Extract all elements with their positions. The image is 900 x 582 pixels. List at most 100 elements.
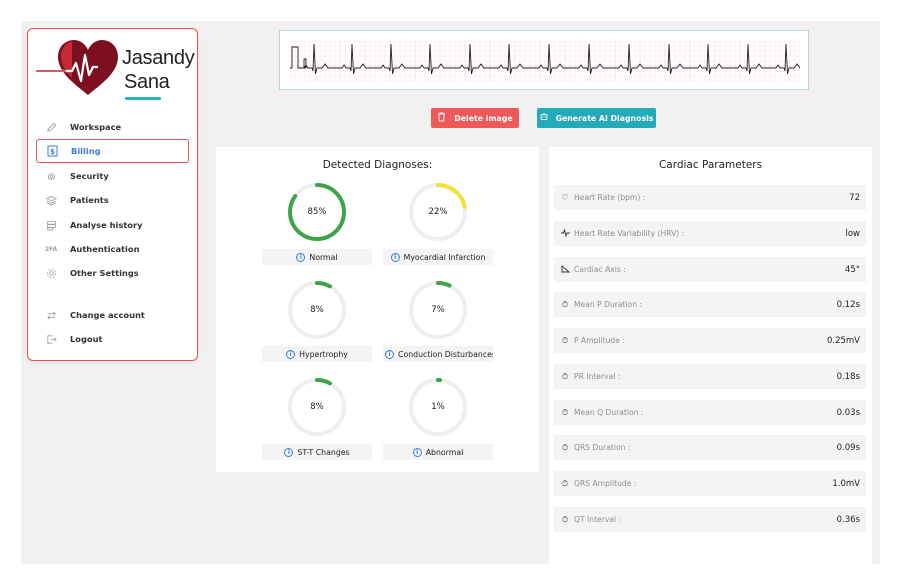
pencil-icon	[44, 120, 58, 134]
sidebar-item-label: Authentication	[70, 244, 140, 254]
brand-underline	[125, 97, 161, 100]
diagnosis-name: Normal	[309, 252, 338, 262]
sidebar-item-patients[interactable]: Patients	[36, 188, 189, 212]
two-factor-icon: 2FA	[44, 245, 58, 253]
brand-logo[interactable]: Jasandy Sana	[36, 37, 196, 107]
sidebar-item-label: Other Settings	[70, 268, 139, 278]
param-row-heart-rate: ♡ Heart Rate (bpm) : 72	[554, 185, 866, 210]
heart-logo-icon	[36, 40, 118, 95]
gauge-arc	[288, 281, 346, 339]
timer-icon: ⏱	[561, 407, 569, 417]
info-icon: i	[286, 349, 296, 359]
diagnosis-name: Abnormal	[425, 447, 464, 457]
timer-icon: ⏱	[561, 371, 569, 381]
cardiac-parameters-panel: Cardiac Parameters ♡ Heart Rate (bpm) : …	[549, 147, 872, 567]
diagnosis-gauge-myocardial-infarction: 22%	[407, 181, 469, 243]
robot-icon	[540, 112, 548, 124]
sidebar-item-label: Analyse history	[70, 220, 143, 230]
param-row-qrs-amplitude: ⏱ QRS Amplitude : 1.0mV	[554, 471, 866, 496]
sidebar-item-change-account[interactable]: Change account	[36, 303, 189, 327]
param-row-qt-interval: ⏱ QT Interval : 0.36s	[554, 507, 866, 532]
sidebar-item-label: Patients	[70, 195, 109, 205]
sidebar-item-authentication[interactable]: 2FA Authentication	[36, 237, 189, 261]
gauge-value: 7%	[431, 305, 445, 315]
diagnosis-label-hypertrophy[interactable]: i Hypertrophy	[262, 346, 372, 362]
info-icon: i	[284, 447, 294, 457]
param-value: 0.12s	[836, 299, 860, 310]
param-label: QRS Duration :	[574, 443, 631, 452]
param-row-hrv: Heart Rate Variability (HRV) : low	[554, 221, 866, 246]
gauge-arc	[288, 183, 346, 241]
cardiac-parameters-title: Cardiac Parameters	[658, 159, 763, 171]
diagnosis-label-conduction-disturbances[interactable]: i Conduction Disturbances	[383, 346, 493, 362]
logout-icon	[44, 332, 58, 346]
info-icon: i	[412, 447, 422, 457]
database-icon	[44, 218, 58, 232]
diagnosis-gauge-abnormal: 1%	[407, 376, 469, 438]
sidebar-item-other-settings[interactable]: Other Settings	[36, 261, 189, 285]
diagnosis-label-myocardial-infarction[interactable]: i Myocardial Infarction	[383, 249, 493, 265]
delete-image-button[interactable]: Delete image	[431, 108, 519, 128]
param-label: Heart Rate (bpm) :	[574, 193, 646, 202]
param-value: low	[845, 228, 860, 239]
brand-name-line1: Jasandy	[122, 47, 195, 69]
diagnosis-name: Myocardial Infarction	[403, 252, 486, 262]
param-label: QRS Amplitude :	[574, 479, 637, 488]
gauge-value: 1%	[431, 402, 445, 412]
param-label: QT Interval :	[574, 515, 622, 524]
sidebar-item-label: Security	[70, 171, 109, 181]
param-value: 0.36s	[836, 514, 860, 525]
generate-ai-diagnosis-button[interactable]: Generate AI Diagnosis	[537, 108, 656, 128]
diagnosis-name: Conduction Disturbances	[398, 349, 493, 359]
diagnosis-gauge-normal: 85%	[286, 181, 348, 243]
detected-diagnoses-panel: Detected Diagnoses: 85% i Normal 22% i M…	[216, 147, 539, 472]
timer-icon: ⏱	[561, 335, 569, 345]
param-label: Heart Rate Variability (HRV) :	[574, 229, 685, 238]
sidebar-item-logout[interactable]: Logout	[36, 327, 189, 351]
diagnosis-name: ST-T Changes	[297, 447, 350, 457]
param-label: Mean Q Duration :	[574, 408, 644, 417]
param-value: 1.0mV	[832, 478, 860, 489]
swap-icon	[44, 308, 58, 322]
param-value: 0.03s	[836, 407, 860, 418]
param-value: 0.09s	[836, 442, 860, 453]
param-label: PR Interval :	[574, 372, 621, 381]
sidebar-item-label: Change account	[70, 310, 145, 320]
sidebar-item-billing[interactable]: $ Billing	[36, 139, 189, 163]
diagnosis-gauge-conduction-disturbances: 7%	[407, 279, 469, 341]
param-value: 0.25mV	[826, 335, 860, 346]
sidebar-item-label: Workspace	[70, 122, 122, 132]
sidebar-item-analyse-history[interactable]: Analyse history	[36, 213, 189, 237]
pulse-icon	[560, 227, 570, 239]
timer-icon: ⏱	[561, 514, 569, 524]
diagnosis-gauge-hypertrophy: 8%	[286, 279, 348, 341]
detected-diagnoses-title: Detected Diagnoses:	[322, 159, 433, 171]
generate-ai-diagnosis-label: Generate AI Diagnosis	[555, 113, 654, 123]
svg-text:$: $	[50, 148, 55, 156]
param-value: 72	[849, 192, 860, 203]
diagnosis-name: Hypertrophy	[299, 349, 348, 359]
fingerprint-icon	[44, 169, 58, 183]
param-row-mean-p-duration: ⏱ Mean P Duration : 0.12s	[554, 292, 866, 317]
param-row-mean-q-duration: ⏱ Mean Q Duration : 0.03s	[554, 400, 866, 425]
diagnosis-label-st-t-changes[interactable]: i ST-T Changes	[262, 444, 372, 460]
param-value: 45°	[844, 264, 860, 275]
trash-icon	[437, 112, 446, 125]
gauge-arc	[288, 378, 346, 436]
param-label: Mean P Duration :	[574, 300, 643, 309]
diagnosis-label-abnormal[interactable]: i Abnormal	[383, 444, 493, 460]
sidebar: Jasandy Sana Workspace $ Billing Securit…	[27, 28, 198, 361]
param-value: 0.18s	[836, 371, 860, 382]
diagnosis-label-normal[interactable]: i Normal	[262, 249, 372, 265]
diagnosis-gauge-st-t-changes: 8%	[286, 376, 348, 438]
gear-icon	[44, 266, 58, 280]
sidebar-item-workspace[interactable]: Workspace	[36, 115, 189, 139]
gauge-value: 8%	[310, 402, 324, 412]
sidebar-item-security[interactable]: Security	[36, 164, 189, 188]
param-label: P Amplitude :	[574, 336, 625, 345]
delete-image-label: Delete image	[454, 113, 513, 123]
param-row-p-amplitude: ⏱ P Amplitude : 0.25mV	[554, 328, 866, 353]
gauge-arc	[409, 281, 467, 339]
info-icon: i	[390, 252, 400, 262]
sidebar-item-label: Billing	[71, 146, 101, 156]
